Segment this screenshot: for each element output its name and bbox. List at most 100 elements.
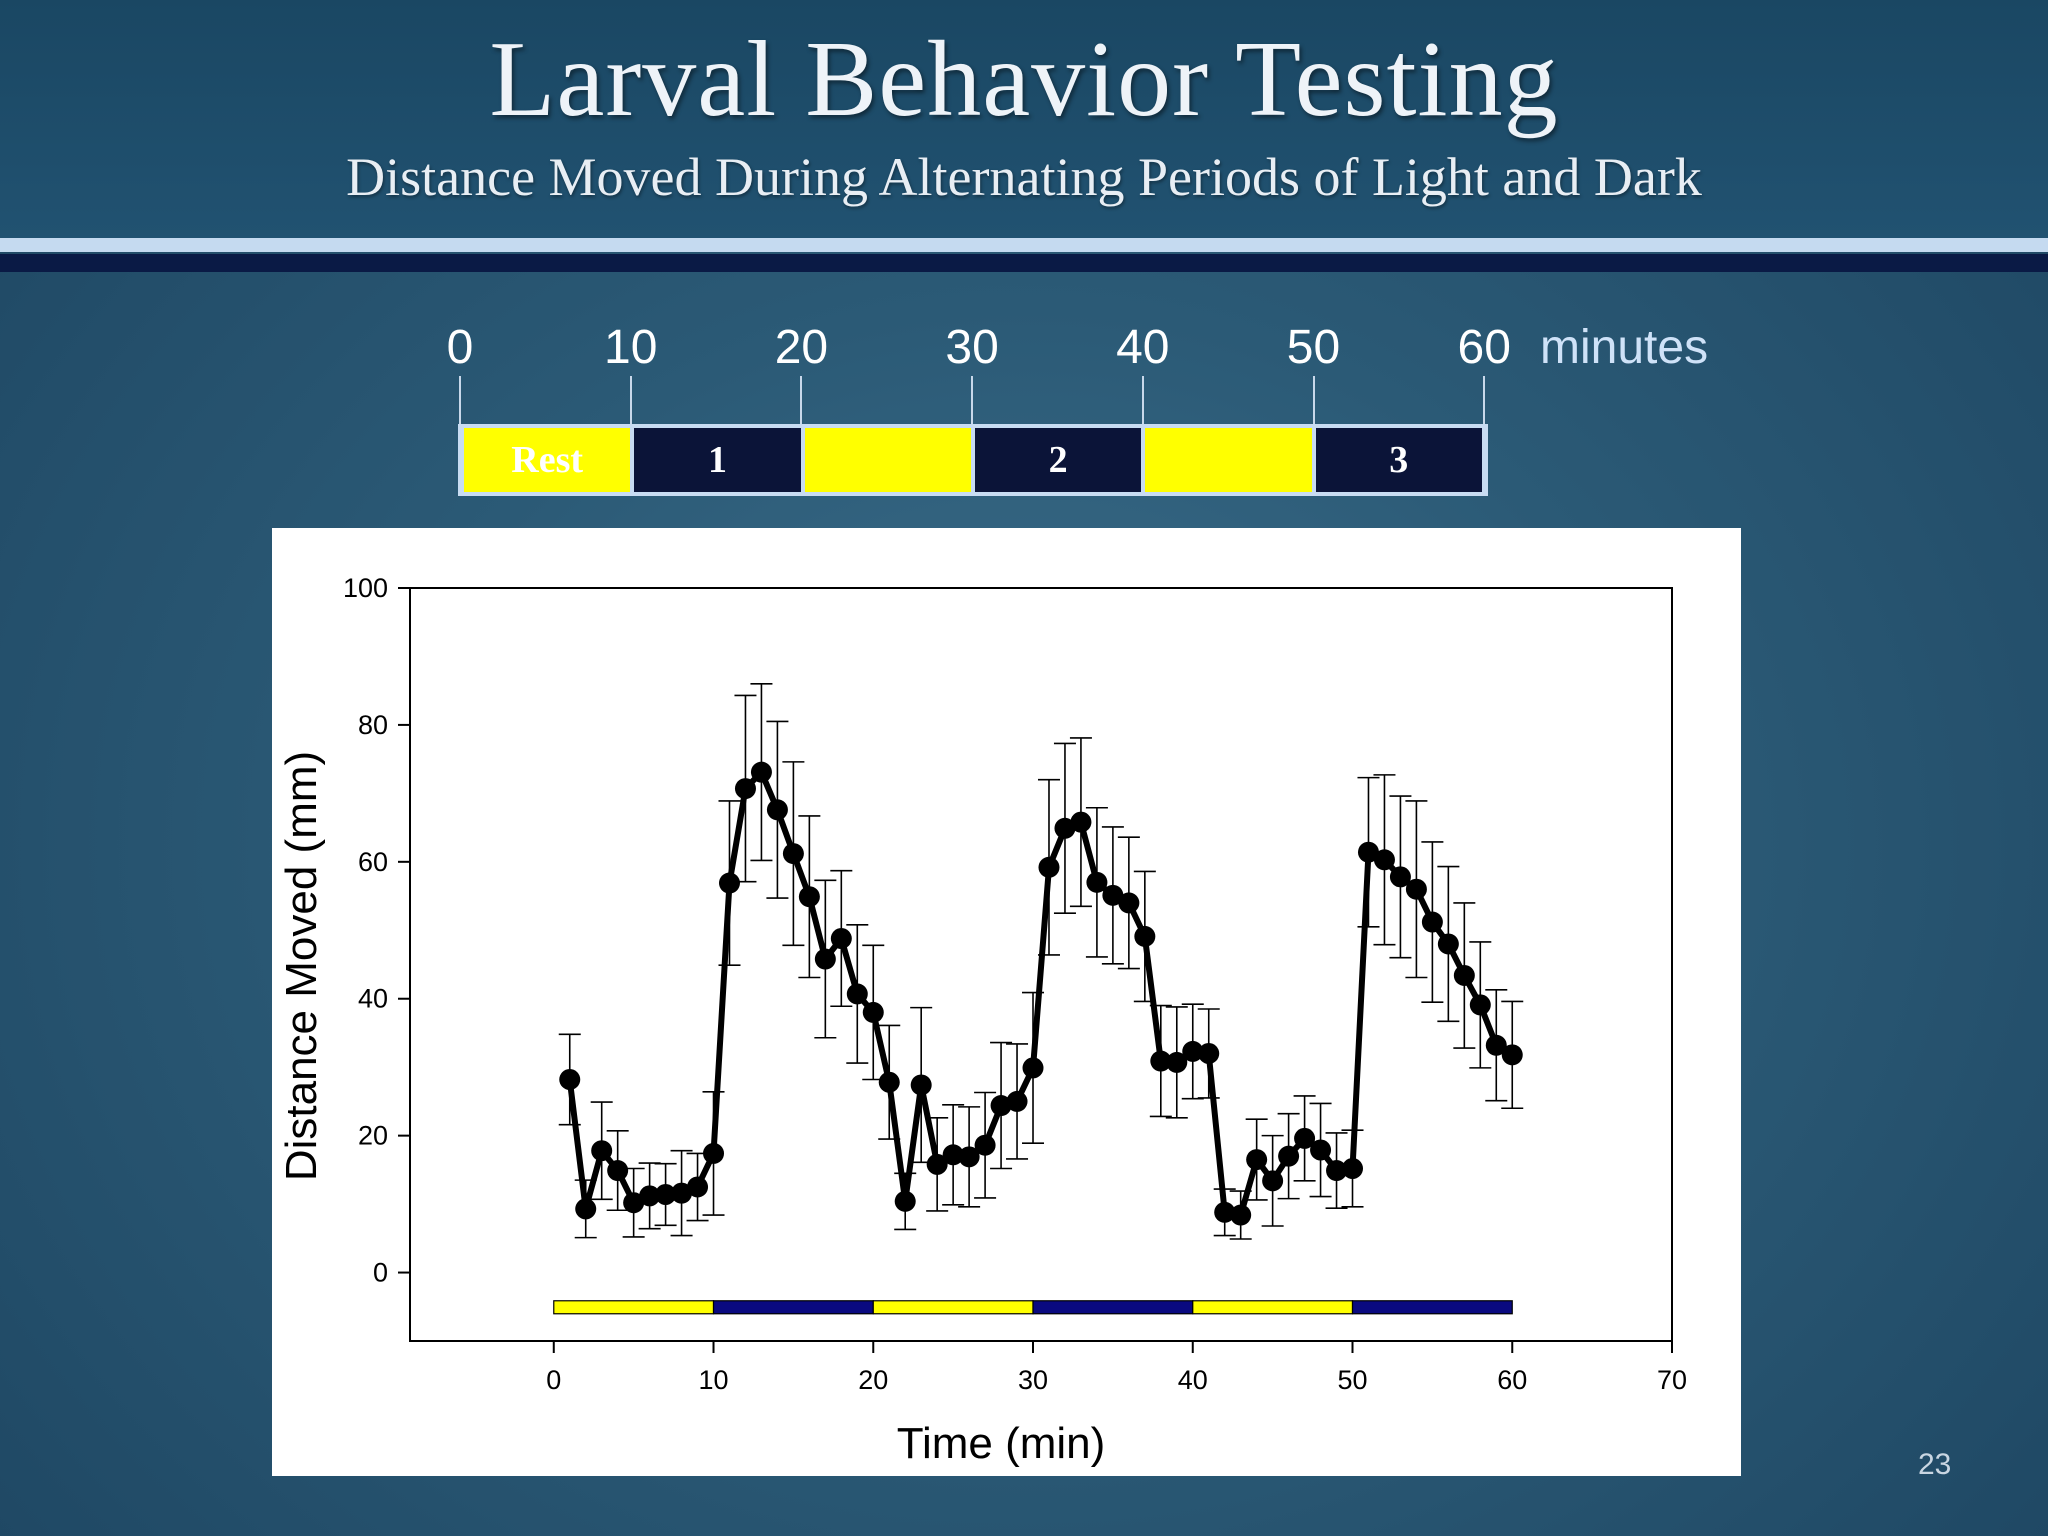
series-line — [566, 769, 1514, 1218]
timeline-tick-line — [629, 376, 632, 434]
timeline-tick-line — [1483, 376, 1486, 434]
y-tick-label: 60 — [358, 847, 388, 877]
data-point — [575, 1198, 597, 1220]
data-point — [1373, 849, 1395, 871]
data-point — [703, 1142, 725, 1164]
data-point — [734, 778, 756, 800]
data-point — [1038, 856, 1060, 878]
data-point — [718, 872, 740, 894]
data-point — [878, 1071, 900, 1093]
data-point — [1310, 1139, 1332, 1161]
y-tick-label: 20 — [358, 1121, 388, 1151]
data-point — [1022, 1057, 1044, 1079]
header-divider-dark — [0, 254, 2048, 272]
x-tick-label: 30 — [1018, 1365, 1048, 1395]
data-point — [766, 799, 788, 821]
timeline-tick-label: 60 — [1457, 321, 1511, 374]
schedule-segment-light: Rest — [464, 428, 631, 492]
x-tick-label: 60 — [1497, 1365, 1527, 1395]
phase-bar-dark — [1351, 1300, 1513, 1315]
timeline-unit-label: minutes — [1540, 321, 1709, 374]
slide-subtitle: Distance Moved During Alternating Period… — [346, 147, 1702, 207]
data-point — [926, 1153, 948, 1175]
y-axis-label: Distance Moved (mm) — [277, 751, 326, 1181]
data-point — [862, 1001, 884, 1023]
data-point — [894, 1190, 916, 1212]
data-point — [798, 886, 820, 908]
data-point — [1150, 1050, 1172, 1072]
schedule-segment-dark: 3 — [1315, 428, 1482, 492]
y-tick-label: 0 — [373, 1258, 388, 1288]
data-point — [1469, 994, 1491, 1016]
x-tick-label: 10 — [698, 1365, 728, 1395]
data-point — [671, 1182, 693, 1204]
data-point — [639, 1185, 661, 1207]
timeline-tick-label: 10 — [603, 321, 658, 374]
data-point — [942, 1144, 964, 1166]
data-point — [1230, 1204, 1252, 1226]
x-tick-label: 70 — [1657, 1365, 1687, 1395]
slide-title: Larval Behavior Testing — [489, 20, 1559, 139]
data-point — [910, 1074, 932, 1096]
data-point — [1086, 871, 1108, 893]
x-tick-label: 40 — [1178, 1365, 1208, 1395]
phase-bar-dark — [712, 1300, 874, 1315]
timeline-tick-label: 20 — [774, 321, 829, 374]
chart-panel: 0 20 40 60 80 100 0 10 20 30 40 50 60 70 Time (min) Dis… — [272, 528, 1741, 1476]
data-point — [1134, 925, 1156, 947]
data-point — [1357, 841, 1379, 863]
data-point — [1501, 1044, 1523, 1066]
data-point — [559, 1069, 581, 1091]
light-dark-schedule-bar: Rest 1 2 3 — [458, 424, 1488, 496]
data-point — [607, 1160, 629, 1182]
data-point — [1070, 811, 1092, 833]
timeline-tick-label: 0 — [446, 321, 474, 374]
data-point — [1246, 1149, 1268, 1171]
data-point — [782, 843, 804, 865]
data-point — [623, 1192, 645, 1214]
data-point — [1006, 1090, 1028, 1112]
data-point — [974, 1134, 996, 1156]
plot-frame — [409, 587, 1673, 1342]
schedule-segment-light — [804, 428, 971, 492]
y-tick-label: 80 — [358, 710, 388, 740]
timeline-tick-line — [459, 376, 461, 434]
x-tick-label: 50 — [1337, 1365, 1367, 1395]
data-point — [1278, 1145, 1300, 1167]
data-point — [1437, 933, 1459, 955]
data-point — [1326, 1160, 1348, 1182]
data-point — [1262, 1170, 1284, 1192]
data-point — [1198, 1042, 1220, 1064]
timeline-tick-label: 40 — [1116, 321, 1170, 374]
y-tick-label: 40 — [358, 984, 388, 1014]
distance-moved-chart: 0 20 40 60 80 100 0 10 20 30 40 50 60 70 Time (min) Dis… — [277, 573, 1687, 1468]
slide-header: Larval Behavior Testing Distance Moved D… — [0, 0, 2048, 240]
data-point — [1389, 866, 1411, 888]
data-point — [1421, 911, 1443, 933]
data-point — [1294, 1127, 1316, 1149]
data-point — [591, 1140, 613, 1162]
data-point — [1485, 1034, 1507, 1056]
phase-bar-light — [872, 1300, 1034, 1315]
timeline-tick-line — [800, 376, 803, 434]
schedule-segment-dark: 2 — [974, 428, 1142, 492]
x-axis-label: Time (min) — [897, 1419, 1106, 1468]
x-tick-label: 20 — [858, 1365, 888, 1395]
x-tick-label: 0 — [546, 1365, 561, 1395]
schedule-segment-light — [1145, 428, 1312, 492]
slide-number: 23 — [1918, 1448, 1952, 1481]
data-point — [990, 1095, 1012, 1117]
phase-bar-light — [553, 1300, 715, 1315]
timeline-tick-line — [1141, 376, 1144, 434]
data-point — [1102, 884, 1124, 906]
data-point — [1453, 964, 1475, 986]
data-point — [1342, 1157, 1364, 1179]
data-point — [958, 1146, 980, 1168]
data-point — [1214, 1201, 1236, 1223]
timeline-tick-label: 30 — [945, 321, 999, 374]
header-divider-light — [0, 238, 2048, 252]
data-point — [830, 927, 852, 949]
data-point — [687, 1176, 709, 1198]
data-point — [655, 1184, 677, 1206]
timeline-tick-line — [1312, 376, 1315, 434]
